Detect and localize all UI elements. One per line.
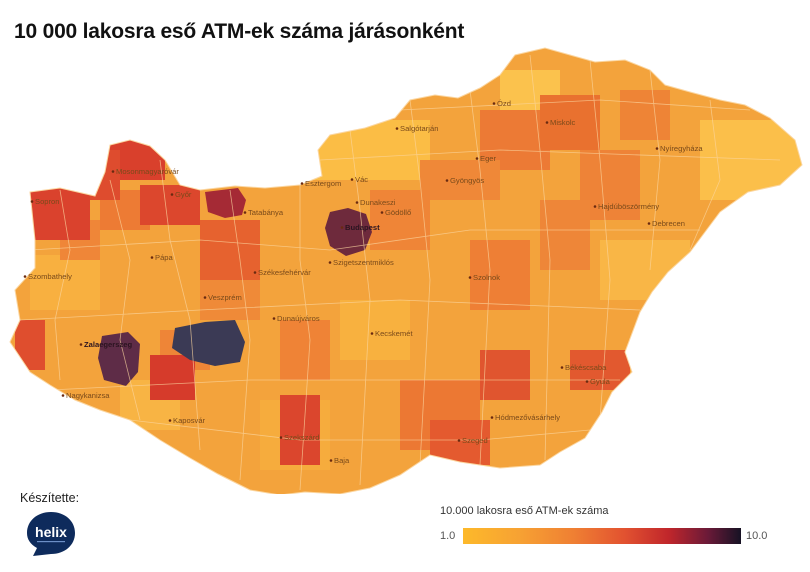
city-marker [355,201,359,204]
city-marker [457,439,461,442]
credit-label: Készítette: [20,491,80,505]
district-shading [15,70,802,470]
city-marker [395,127,399,130]
city-marker [30,200,34,203]
city-label: Zalaegerszeg [84,340,132,349]
city-label: Szombathely [28,272,72,281]
city-marker [170,193,174,196]
city-label: Veszprém [208,293,242,302]
city-label: Hajdúböszörmény [598,202,659,211]
city-label: Sopron [35,197,60,206]
city-marker [490,416,494,419]
logo-text: helix [35,524,67,540]
city-label: Szolnok [473,273,500,282]
city-label: Békéscsaba [565,363,607,372]
city-label: Gyöngyös [450,176,484,185]
city-marker [203,296,207,299]
city-marker [328,261,332,264]
city-label: Hódmezővásárhely [495,413,560,422]
city-marker [380,211,384,214]
district-boundaries [19,54,781,491]
legend-max-label: 10.0 [746,530,768,542]
city-labels: Ózd Miskolc Salgótarján Nyíregyháza Eger Moso… [23,99,703,465]
city-marker [492,102,496,105]
city-marker [300,182,304,185]
city-label: Vác [355,175,368,184]
city-label: Tatabánya [248,208,284,217]
hungary-district-map: Ózd Miskolc Salgótarján Nyíregyháza Eger Moso… [9,47,803,494]
city-label: Baja [334,456,350,465]
city-label: Szigetszentmiklós [333,258,394,267]
city-marker [61,394,65,397]
city-label: Miskolc [550,118,576,127]
city-label: Szeged [462,436,488,445]
city-label: Mosonmagyaróvár [116,167,179,176]
city-label: Szekszárd [284,433,319,442]
city-label: Dunakeszi [360,198,396,207]
city-marker [655,147,659,150]
map-title: 10 000 lakosra eső ATM-ek száma járásonk… [14,20,465,43]
city-marker [545,121,549,124]
city-marker [350,178,354,181]
city-marker [150,256,154,259]
city-label: Esztergom [305,179,341,188]
city-marker [475,157,479,160]
city-label: Gödöllő [385,208,411,217]
city-label: Székesfehérvár [258,268,311,277]
city-marker [168,419,172,422]
dark-districts [98,188,372,386]
city-label: Nagykanizsa [66,391,110,400]
city-label: Gyula [590,377,611,386]
legend-min-label: 1.0 [440,530,456,542]
city-marker [560,366,564,369]
city-marker [445,179,449,182]
city-marker [585,380,589,383]
city-label: Kaposvár [173,416,206,425]
city-marker [253,271,257,274]
city-label: Budapest [345,223,380,232]
city-label: Ózd [497,99,511,108]
city-label: Eger [480,154,497,163]
city-label: Győr [175,190,192,199]
city-label: Pápa [155,253,174,262]
city-marker [272,317,276,320]
legend-color-scale [463,528,741,544]
legend-title: 10.000 lakosra eső ATM-ek száma [440,505,609,517]
city-marker [79,343,83,346]
city-marker [593,205,597,208]
city-marker [370,332,374,335]
city-marker [647,222,651,225]
city-marker [23,275,27,278]
city-label: Dunaújváros [277,314,320,323]
city-label: Kecskemét [375,329,413,338]
city-label: Nyíregyháza [660,144,703,153]
city-marker [329,459,333,462]
city-label: Salgótarján [400,124,438,133]
city-marker [111,170,115,173]
city-marker [340,226,344,229]
city-marker [279,436,283,439]
city-marker [468,276,472,279]
city-label: Debrecen [652,219,685,228]
helix-logo: helix [27,512,75,556]
city-marker [243,211,247,214]
